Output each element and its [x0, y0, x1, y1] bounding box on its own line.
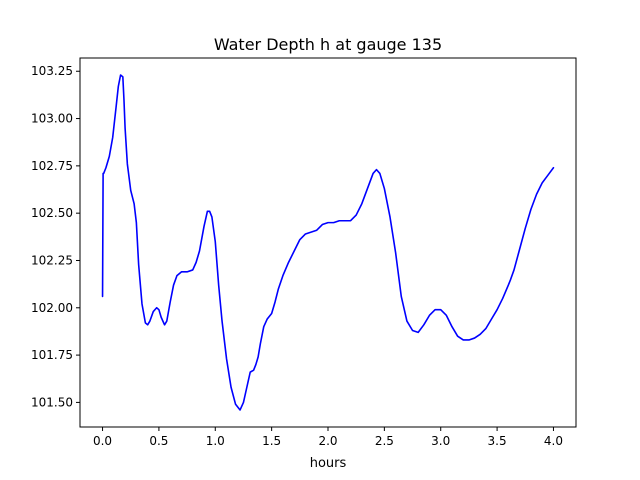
y-tick-label: 102.25	[31, 253, 73, 267]
chart-title: Water Depth h at gauge 135	[214, 35, 442, 54]
x-tick-label: 3.5	[488, 434, 507, 448]
x-axis-label: hours	[310, 456, 347, 471]
y-tick-label: 101.75	[31, 348, 73, 362]
y-tick-label: 102.75	[31, 159, 73, 173]
x-tick-label: 4.0	[544, 434, 563, 448]
y-tick-label: 102.00	[31, 301, 73, 315]
y-axis: 101.50 101.75 102.00 102.25 102.50 102.75 103.…	[31, 64, 80, 409]
series-layer	[101, 74, 555, 411]
y-tick-label: 102.50	[31, 206, 73, 220]
x-tick-label: 2.5	[375, 434, 394, 448]
x-axis: 0.0 0.5 1.0 1.5 2.0 2.5 3.0 3.5 4.0	[93, 427, 563, 448]
x-tick-label: 2.0	[318, 434, 337, 448]
x-tick-label: 1.0	[206, 434, 225, 448]
x-tick-label: 0.5	[149, 434, 168, 448]
x-tick-label: 1.5	[262, 434, 281, 448]
y-tick-label: 103.25	[31, 64, 73, 78]
y-tick-label: 103.00	[31, 112, 73, 126]
y-tick-label: 101.50	[31, 395, 73, 409]
series-line	[101, 74, 555, 411]
x-tick-label: 3.0	[431, 434, 450, 448]
x-tick-label: 0.0	[93, 434, 112, 448]
